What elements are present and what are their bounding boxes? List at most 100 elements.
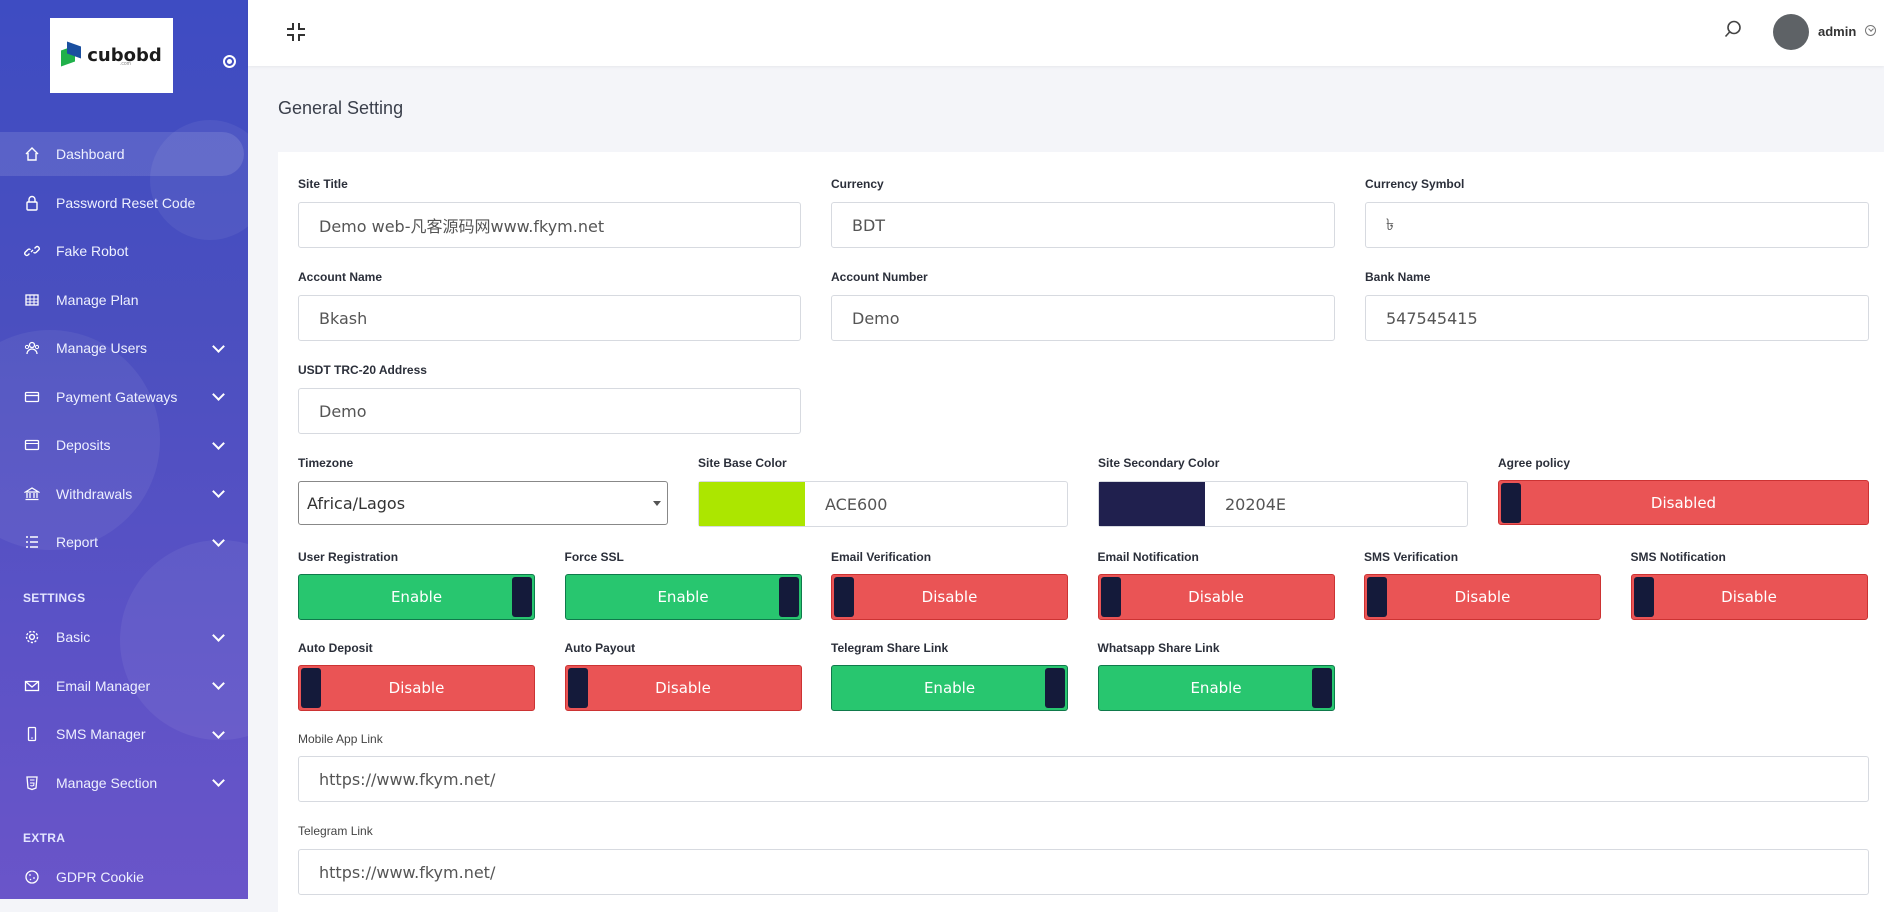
email-notification-label: Email Notification (1097, 550, 1199, 564)
toggle-knob (1311, 668, 1332, 708)
sidebar-item-label: Password Reset Code (56, 194, 196, 211)
sidebar-item-label: GDPR Cookie (56, 869, 144, 885)
sms-verification-toggle[interactable]: Disable (1364, 574, 1601, 620)
sidebar-item-withdrawals[interactable]: Withdrawals (0, 472, 244, 516)
chevron-down-icon (212, 485, 225, 498)
search-icon[interactable] (1724, 20, 1742, 38)
gear-icon (24, 629, 40, 645)
timezone-value: Africa/Lagos (307, 493, 406, 513)
wallet-icon (24, 437, 40, 453)
user-name[interactable]: admin (1818, 24, 1857, 39)
user-registration-toggle[interactable]: Enable (298, 574, 535, 620)
chevron-down-icon (212, 725, 225, 739)
force-ssl-state: Enable (657, 588, 709, 606)
auto-payout-toggle[interactable]: Disable (564, 665, 802, 711)
sidebar-item-label: Manage Users (56, 340, 148, 356)
sms-verification-state: Disable (1454, 588, 1511, 606)
sidebar-item-email-manager[interactable]: Email Manager (0, 664, 244, 708)
auto-deposit-state: Disable (388, 679, 445, 697)
force-ssl-label: Force SSL (564, 550, 624, 564)
secondary-color-swatch[interactable] (1099, 482, 1205, 526)
sidebar-item-gdpr-cookie[interactable]: GDPR Cookie (0, 855, 244, 899)
brand-logo[interactable]: cubobd .com (50, 18, 173, 93)
sidebar-item-label: Email Manager (56, 677, 151, 694)
telegram-share-link-toggle[interactable]: Enable (831, 665, 1068, 711)
sidebar-item-label: Manage Plan (56, 291, 139, 308)
base-color-swatch[interactable] (699, 482, 805, 526)
agree-policy-toggle[interactable]: Disabled (1498, 480, 1869, 525)
cube-logo-icon (61, 40, 83, 68)
chevron-down-icon (212, 339, 225, 353)
sidebar-collapse-toggle[interactable] (223, 55, 236, 68)
bank-name-label: Bank Name (1365, 270, 1431, 284)
toggle-knob (301, 668, 321, 708)
account-number-input[interactable]: Demo (831, 295, 1335, 341)
site-title-label: Site Title (298, 177, 348, 191)
toggle-knob (1100, 577, 1121, 617)
telegram-link-input[interactable]: https://www.fkym.net/ (298, 849, 1869, 895)
whatsapp-share-link-label: Whatsapp Share Link (1097, 641, 1220, 655)
sidebar-item-dashboard[interactable]: Dashboard (0, 132, 244, 176)
secondary-color-field[interactable]: 20204E (1098, 481, 1468, 527)
whatsapp-share-link-toggle[interactable]: Enable (1097, 665, 1335, 711)
sidebar-item-manage-users[interactable]: Manage Users (0, 326, 244, 370)
agree-policy-label: Agree policy (1498, 456, 1571, 470)
general-settings-form: Site Title Demo web-凡客源码网www.fkym.net Cu… (278, 152, 1884, 912)
auto-deposit-toggle[interactable]: Disable (298, 665, 535, 711)
toggle-knob (567, 668, 588, 708)
toggle-knob (1501, 483, 1521, 523)
nav-section-settings: SETTINGS (23, 591, 86, 605)
grid-icon (24, 292, 40, 308)
currency-input[interactable]: BDT (831, 202, 1335, 248)
sidebar-item-manage-section[interactable]: Manage Section (0, 761, 244, 805)
toggle-knob (1045, 668, 1065, 708)
account-name-input[interactable]: Bkash (298, 295, 801, 341)
currency-label: Currency (831, 177, 884, 191)
agree-policy-state: Disabled (1650, 493, 1717, 512)
caret-down-icon (653, 501, 661, 506)
sidebar-item-report[interactable]: Report (0, 520, 244, 564)
user-avatar[interactable] (1773, 14, 1809, 50)
sms-notification-toggle[interactable]: Disable (1630, 574, 1868, 620)
sidebar-item-manage-plan[interactable]: Manage Plan (0, 278, 244, 322)
base-color-value[interactable]: ACE600 (825, 494, 888, 514)
force-ssl-toggle[interactable]: Enable (564, 574, 802, 620)
nav-section-extra: EXTRA (23, 831, 66, 845)
sidebar-item-basic[interactable]: Basic (0, 615, 244, 659)
sidebar-item-fake-robot[interactable]: Fake Robot (0, 229, 244, 273)
mobile-app-link-input[interactable]: https://www.fkym.net/ (298, 756, 1869, 802)
sidebar: cubobd .com Dashboard Password Reset Code… (0, 0, 248, 899)
cookie-icon (24, 869, 40, 885)
email-notification-toggle[interactable]: Disable (1097, 574, 1335, 620)
sidebar-item-label: Fake Robot (56, 243, 129, 259)
top-header: admin (248, 0, 1884, 66)
lock-icon (24, 195, 40, 211)
chevron-down-icon (212, 774, 225, 787)
user-registration-state: Enable (390, 588, 443, 606)
base-color-field[interactable]: ACE600 (698, 481, 1068, 527)
html-icon (24, 775, 40, 791)
bank-name-input[interactable]: 547545415 (1365, 295, 1869, 341)
card-icon (24, 389, 40, 405)
toggle-knob (834, 577, 854, 617)
logo-text: cubobd (87, 45, 162, 66)
timezone-select[interactable]: Africa/Lagos (298, 481, 668, 525)
users-icon (24, 340, 40, 356)
chevron-down-icon[interactable] (1865, 25, 1876, 36)
sidebar-item-label: Manage Section (56, 774, 158, 791)
site-title-input[interactable]: Demo web-凡客源码网www.fkym.net (298, 202, 801, 248)
sidebar-item-password-reset-code[interactable]: Password Reset Code (0, 181, 244, 225)
secondary-color-value[interactable]: 20204E (1225, 494, 1287, 514)
sidebar-item-deposits[interactable]: Deposits (0, 423, 244, 467)
sidebar-item-sms-manager[interactable]: SMS Manager (0, 712, 244, 756)
currency-symbol-input[interactable]: ৳ (1365, 202, 1869, 248)
toggle-knob (1633, 577, 1654, 617)
sms-verification-label: SMS Verification (1364, 550, 1459, 564)
bank-icon (24, 486, 40, 502)
email-verification-toggle[interactable]: Disable (831, 574, 1068, 620)
chevron-down-icon (212, 533, 225, 547)
fullscreen-exit-icon[interactable] (286, 22, 306, 42)
sidebar-item-payment-gateways[interactable]: Payment Gateways (0, 375, 244, 419)
usdt-address-input[interactable]: Demo (298, 388, 801, 434)
toggle-knob (512, 577, 532, 617)
